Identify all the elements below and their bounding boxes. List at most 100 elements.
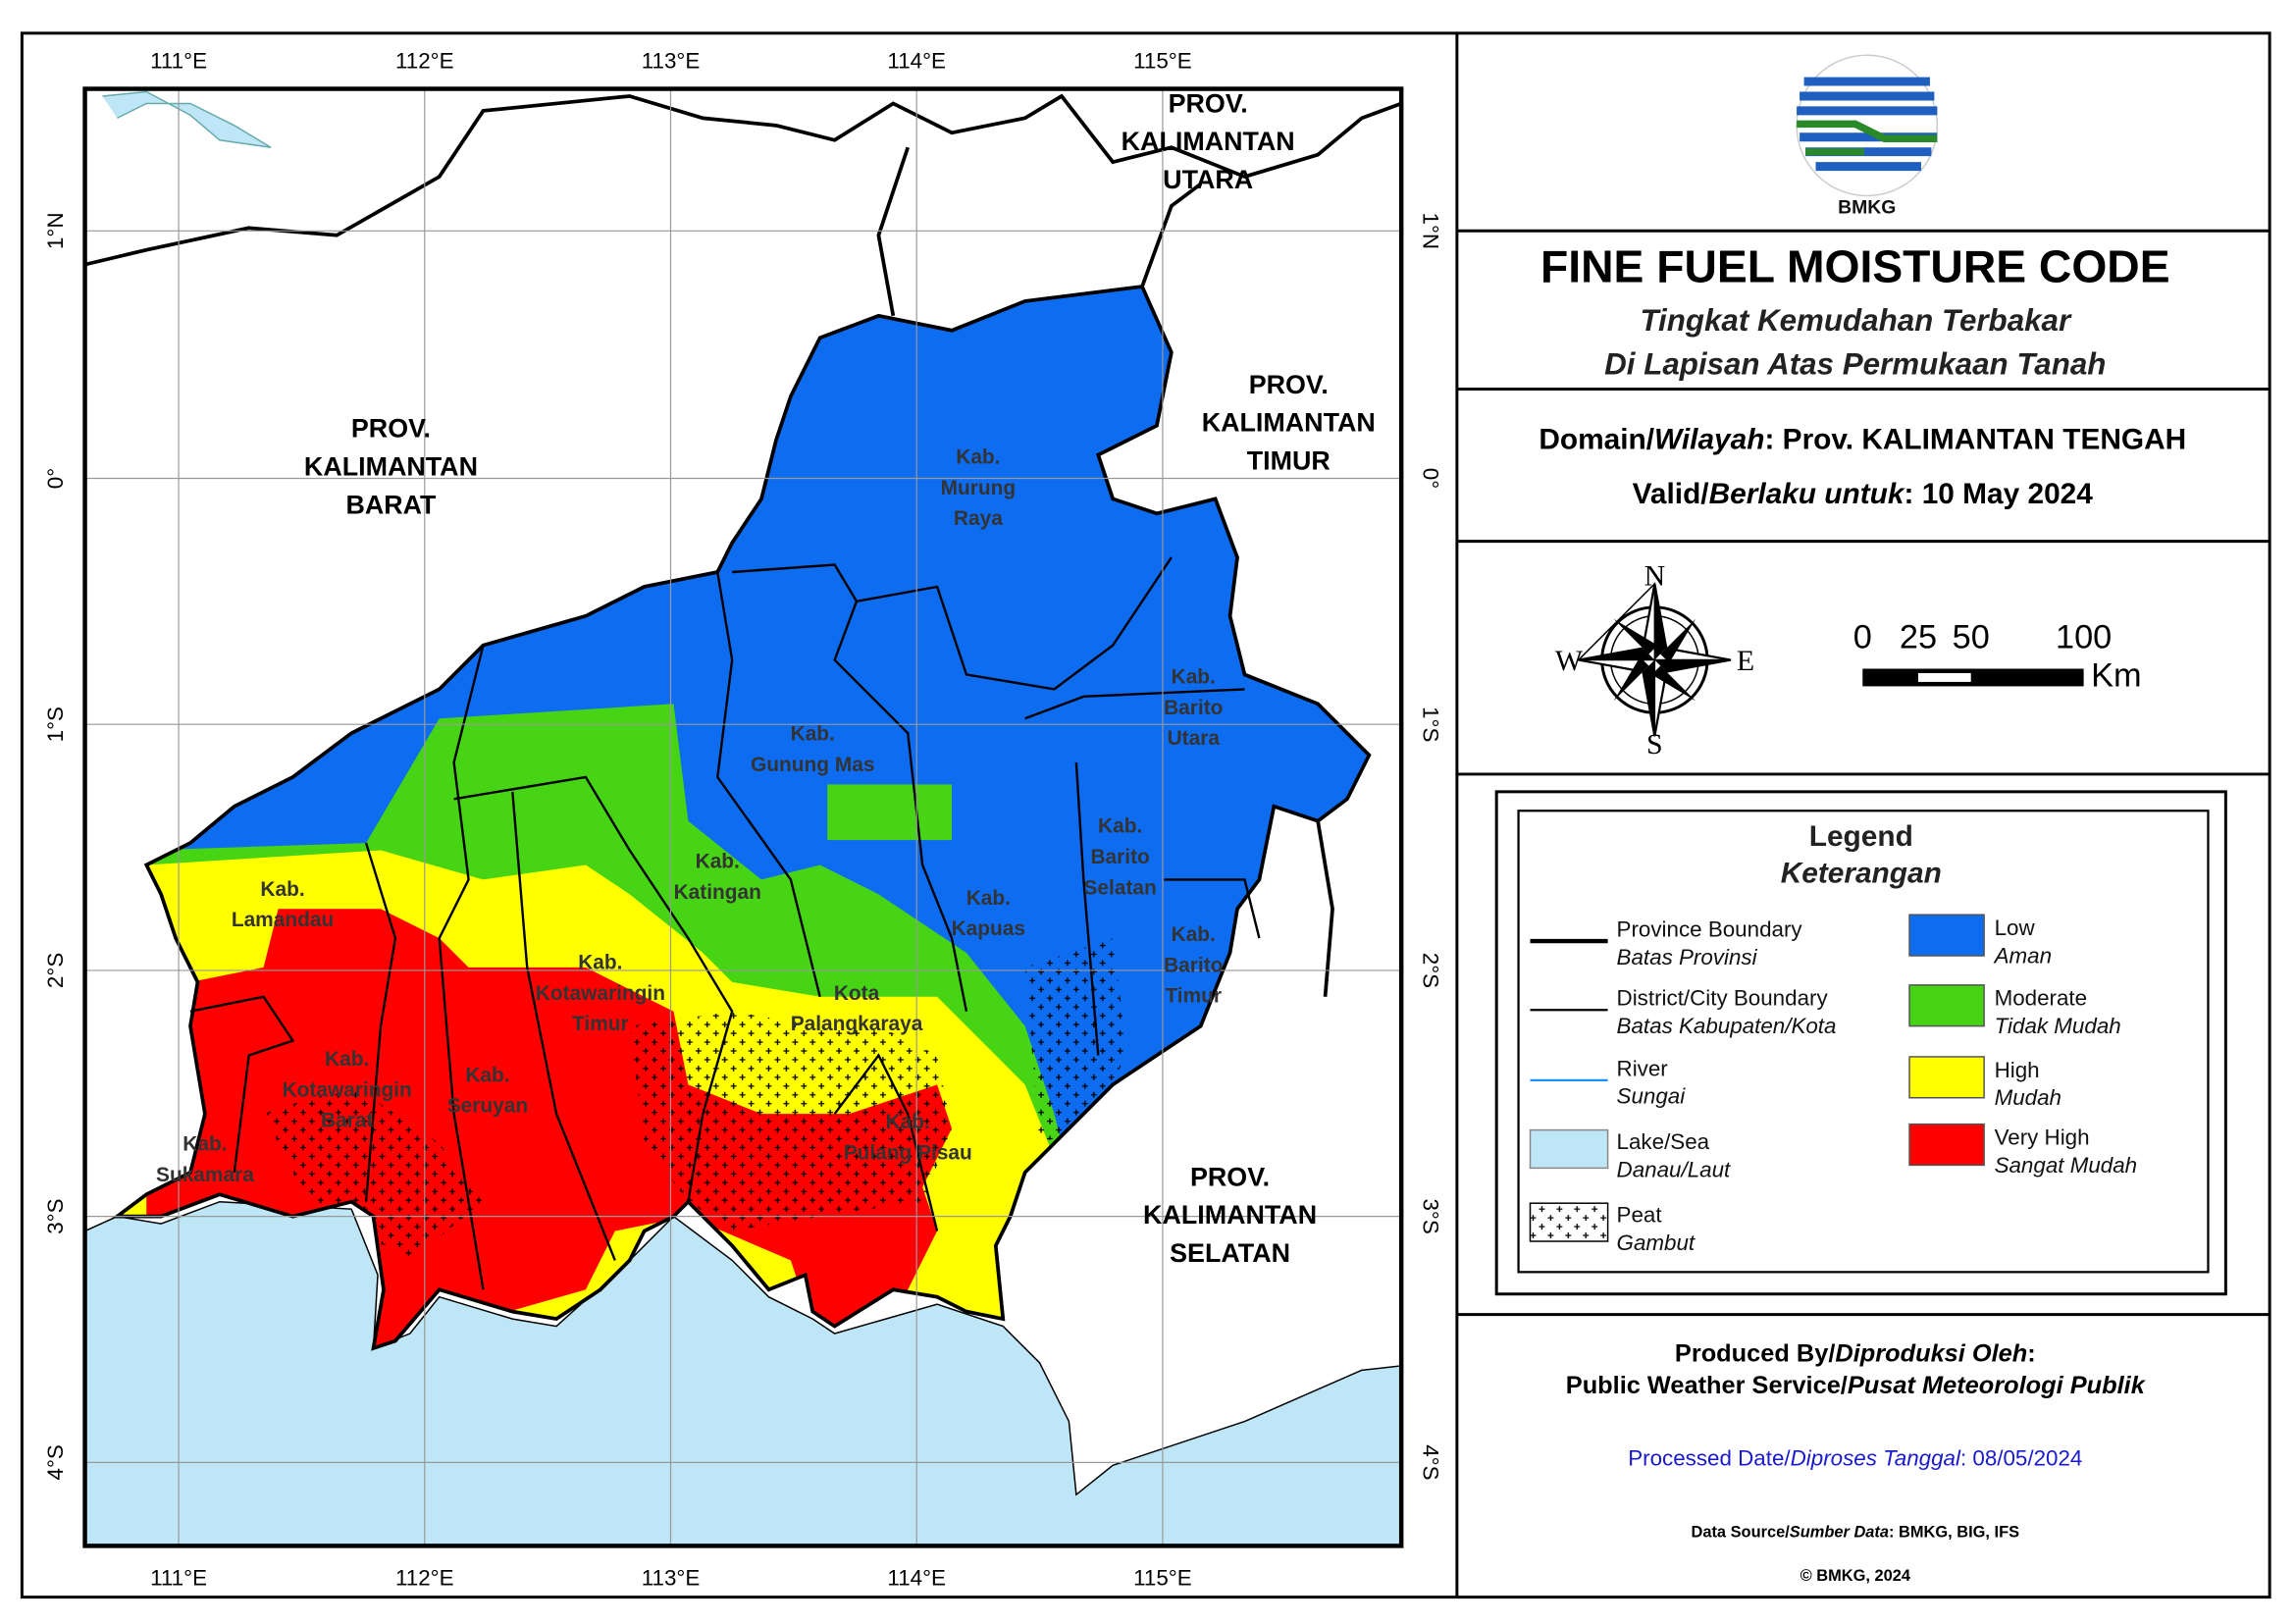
text: Diproses Tanggal [1791, 1445, 1961, 1470]
scale-label: 0 [1853, 619, 1872, 656]
scale-unit: Km [2091, 656, 2141, 694]
longitude-label: 113°E [642, 1566, 701, 1591]
text: : [2027, 1339, 2035, 1367]
legend-title: Legend [1809, 820, 1913, 853]
district-boundary [833, 1053, 939, 1231]
district-boundary [716, 571, 821, 998]
sea [84, 1200, 1402, 1546]
border [1316, 820, 1334, 997]
latitude-label: 2°S [43, 953, 68, 988]
legend-label: River [1617, 1056, 1669, 1080]
label-line: Kab. [183, 1132, 227, 1155]
border [84, 93, 1402, 267]
outer-border [20, 31, 2271, 1599]
longitude-label: 111°E [150, 49, 207, 74]
label-line: Timur [1165, 985, 1222, 1008]
district-label: Kab. Kotawaringin Barat [283, 1048, 412, 1132]
district-label: Kab. Barito Utara [1164, 665, 1223, 750]
legend-translation: Tidak Mudah [1995, 1014, 2121, 1038]
text: Processed Date/ [1628, 1445, 1791, 1470]
copyright: © BMKG, 2024 [1800, 1567, 1911, 1585]
province-label: PROV. KALIMANTAN UTARA [1122, 88, 1295, 194]
district-boundary [453, 775, 734, 1202]
produced-by: Produced By/Diproduksi Oleh: [1675, 1339, 2036, 1367]
label-line: PROV. [1249, 370, 1329, 399]
district-boundary [833, 601, 968, 1012]
label-line: Kota [834, 982, 880, 1005]
label-line: PROV. [1169, 88, 1248, 118]
legend-subtitle: Keterangan [1781, 857, 1942, 889]
legend-symbol [1908, 1056, 1985, 1099]
label-line: KALIMANTAN [1202, 408, 1376, 438]
legend-symbol [1908, 984, 1985, 1027]
legend-symbol [1908, 914, 1985, 957]
legend: Province Boundary Batas Provinsi District/… [1529, 914, 2138, 1255]
province-label: PROV. KALIMANTAN SELATAN [1143, 1162, 1317, 1268]
panel-dividers [1455, 32, 2270, 1597]
latitude-label: 0° [43, 468, 68, 489]
legend-label: Peat [1617, 1203, 1663, 1228]
text: : Prov. KALIMANTAN TENGAH [1764, 424, 2186, 456]
peat [1024, 938, 1128, 1144]
bmkg-logo: BMKG [1796, 54, 1939, 218]
title: FINE FUEL MOISTURE CODE [1540, 241, 2170, 292]
longitude-label: 115°E [1133, 1566, 1192, 1591]
text: Diproduksi Oleh [1835, 1339, 2027, 1367]
border [1140, 183, 1202, 288]
label-line: Murung [941, 477, 1017, 499]
district-label: Kab. Pulang Pisau [844, 1111, 972, 1164]
label-line: Raya [954, 507, 1003, 530]
producer: Public Weather Service/Pusat Meteorologi… [1566, 1372, 2147, 1399]
label-line: Sukamara [156, 1164, 254, 1186]
compass-label: E [1737, 645, 1754, 677]
district-boundary [1074, 761, 1100, 1056]
legend-translation: Batas Kabupaten/Kota [1617, 1014, 1837, 1038]
label-line: Barat [321, 1110, 373, 1132]
legend-label: Moderate [1995, 986, 2088, 1011]
logo-text: BMKG [1838, 196, 1896, 218]
text: : BMKG, BIG, IFS [1889, 1523, 2019, 1541]
province-label: PROV. KALIMANTAN TIMUR [1202, 370, 1376, 476]
legend-symbol [1529, 1202, 1609, 1242]
compass-label: W [1555, 645, 1584, 677]
district-label: Kota Palangkaraya [791, 982, 923, 1035]
label-line: PROV. [1190, 1162, 1270, 1191]
label-line: Kab. [886, 1111, 930, 1133]
domain: Domain/Wilayah: Prov. KALIMANTAN TENGAH [1539, 424, 2186, 456]
latitude-label: 3°S [43, 1198, 68, 1233]
label-line: Selatan [1084, 876, 1157, 899]
border [876, 146, 911, 317]
label-line: Kab. [791, 723, 835, 746]
text: : 10 May 2024 [1904, 478, 2093, 510]
label-line: Kab. [1098, 815, 1142, 838]
legend-translation: Batas Provinsi [1617, 945, 1758, 969]
longitude-label: 114°E [887, 49, 946, 74]
text: Wilayah [1654, 424, 1764, 456]
neighbour-boundaries [84, 93, 1402, 997]
district-label: Kab. Kapuas [952, 887, 1025, 940]
subtitle: Di Lapisan Atas Permukaan Tanah [1604, 347, 2106, 382]
longitude-label: 114°E [887, 1566, 946, 1591]
legend-translation: Sangat Mudah [1995, 1153, 2138, 1178]
district-label: Kab. Barito Timur [1164, 923, 1223, 1008]
legend-label: Lake/Sea [1617, 1129, 1710, 1154]
label-line: Kab. [1172, 665, 1216, 688]
text: : 08/05/2024 [1960, 1445, 2082, 1470]
text: Valid/ [1633, 478, 1709, 510]
text: Public Weather Service/ [1566, 1372, 1848, 1399]
label-line: Kab. [1172, 923, 1216, 946]
district-boundary [189, 995, 295, 1174]
legend-translation: Danau/Laut [1617, 1157, 1731, 1181]
compass-label: S [1646, 728, 1663, 760]
latitude-label: 4°S [43, 1444, 68, 1480]
label-line: Kab. [966, 887, 1011, 910]
label-line: Barito [1164, 697, 1223, 719]
legend-label: Province Boundary [1617, 917, 1803, 942]
scale-label: 25 [1900, 619, 1937, 656]
longitude-label: 112°E [395, 49, 454, 74]
label-line: Kab. [578, 951, 622, 973]
legend-translation: Mudah [1995, 1085, 2061, 1110]
graticule [84, 88, 1402, 1546]
scale-label: 50 [1953, 619, 1990, 656]
